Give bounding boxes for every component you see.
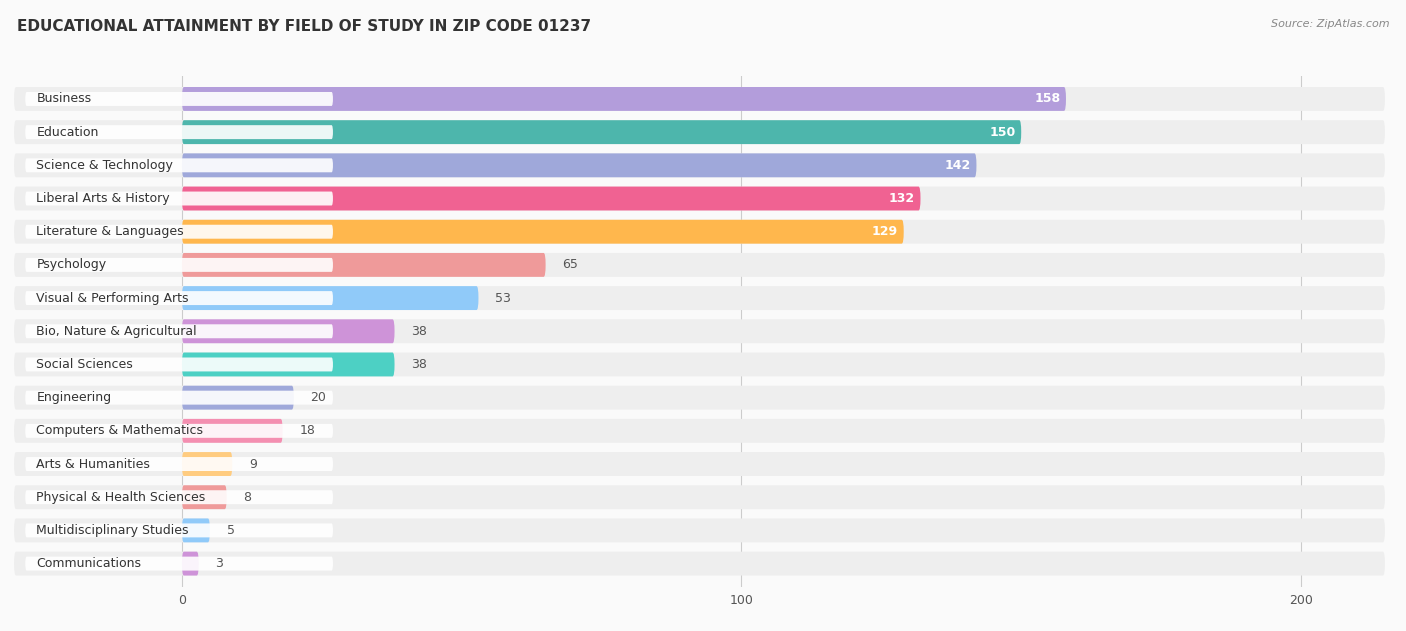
FancyBboxPatch shape [181, 319, 395, 343]
FancyBboxPatch shape [181, 519, 209, 543]
FancyBboxPatch shape [14, 153, 1385, 177]
FancyBboxPatch shape [181, 120, 1021, 144]
FancyBboxPatch shape [25, 291, 333, 305]
FancyBboxPatch shape [25, 225, 333, 239]
FancyBboxPatch shape [14, 551, 1385, 575]
FancyBboxPatch shape [25, 125, 333, 139]
Text: Multidisciplinary Studies: Multidisciplinary Studies [37, 524, 188, 537]
FancyBboxPatch shape [181, 220, 904, 244]
FancyBboxPatch shape [25, 557, 333, 570]
FancyBboxPatch shape [14, 286, 1385, 310]
FancyBboxPatch shape [181, 87, 1066, 111]
Text: 38: 38 [412, 325, 427, 338]
FancyBboxPatch shape [14, 187, 1385, 211]
Text: Computers & Mathematics: Computers & Mathematics [37, 424, 204, 437]
FancyBboxPatch shape [181, 485, 226, 509]
FancyBboxPatch shape [25, 524, 333, 538]
Text: Engineering: Engineering [37, 391, 111, 404]
Text: Science & Technology: Science & Technology [37, 159, 173, 172]
Text: Business: Business [37, 93, 91, 105]
Text: Psychology: Psychology [37, 259, 107, 271]
Text: 65: 65 [562, 259, 578, 271]
FancyBboxPatch shape [25, 358, 333, 372]
FancyBboxPatch shape [181, 253, 546, 277]
Text: Education: Education [37, 126, 98, 139]
FancyBboxPatch shape [25, 324, 333, 338]
Text: Visual & Performing Arts: Visual & Performing Arts [37, 292, 188, 305]
Text: Liberal Arts & History: Liberal Arts & History [37, 192, 170, 205]
FancyBboxPatch shape [14, 419, 1385, 443]
FancyBboxPatch shape [14, 253, 1385, 277]
Text: 142: 142 [945, 159, 972, 172]
Text: 18: 18 [299, 424, 315, 437]
Text: Communications: Communications [37, 557, 142, 570]
Text: EDUCATIONAL ATTAINMENT BY FIELD OF STUDY IN ZIP CODE 01237: EDUCATIONAL ATTAINMENT BY FIELD OF STUDY… [17, 19, 591, 34]
Text: 3: 3 [215, 557, 224, 570]
FancyBboxPatch shape [181, 353, 395, 377]
FancyBboxPatch shape [181, 153, 976, 177]
FancyBboxPatch shape [25, 424, 333, 438]
FancyBboxPatch shape [14, 485, 1385, 509]
FancyBboxPatch shape [14, 519, 1385, 543]
Text: 8: 8 [243, 491, 252, 504]
FancyBboxPatch shape [181, 419, 283, 443]
FancyBboxPatch shape [25, 92, 333, 106]
Text: 158: 158 [1035, 93, 1060, 105]
FancyBboxPatch shape [25, 391, 333, 404]
Text: 132: 132 [889, 192, 915, 205]
Text: 9: 9 [249, 457, 257, 471]
FancyBboxPatch shape [181, 386, 294, 410]
FancyBboxPatch shape [14, 353, 1385, 377]
Text: 5: 5 [226, 524, 235, 537]
FancyBboxPatch shape [181, 551, 198, 575]
FancyBboxPatch shape [14, 120, 1385, 144]
FancyBboxPatch shape [14, 87, 1385, 111]
Text: 53: 53 [495, 292, 512, 305]
Text: Literature & Languages: Literature & Languages [37, 225, 184, 239]
Text: 38: 38 [412, 358, 427, 371]
FancyBboxPatch shape [181, 187, 921, 211]
FancyBboxPatch shape [14, 319, 1385, 343]
FancyBboxPatch shape [14, 386, 1385, 410]
FancyBboxPatch shape [181, 286, 478, 310]
Text: 150: 150 [990, 126, 1015, 139]
Text: Arts & Humanities: Arts & Humanities [37, 457, 150, 471]
FancyBboxPatch shape [25, 258, 333, 272]
FancyBboxPatch shape [25, 192, 333, 206]
Text: 129: 129 [872, 225, 898, 239]
FancyBboxPatch shape [14, 220, 1385, 244]
FancyBboxPatch shape [25, 457, 333, 471]
FancyBboxPatch shape [181, 452, 232, 476]
FancyBboxPatch shape [25, 490, 333, 504]
Text: Physical & Health Sciences: Physical & Health Sciences [37, 491, 205, 504]
Text: Social Sciences: Social Sciences [37, 358, 134, 371]
FancyBboxPatch shape [14, 452, 1385, 476]
Text: Bio, Nature & Agricultural: Bio, Nature & Agricultural [37, 325, 197, 338]
Text: 20: 20 [311, 391, 326, 404]
FancyBboxPatch shape [25, 158, 333, 172]
Text: Source: ZipAtlas.com: Source: ZipAtlas.com [1271, 19, 1389, 29]
